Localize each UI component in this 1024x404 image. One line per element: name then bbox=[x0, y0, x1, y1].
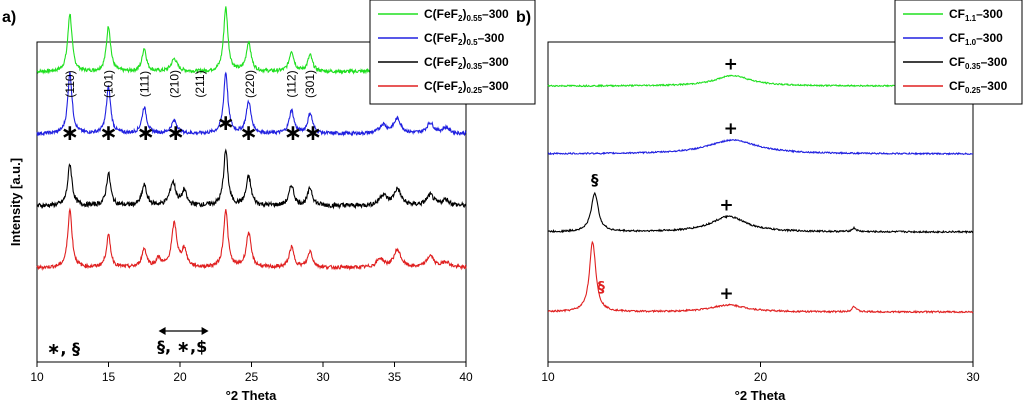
series-line-3 bbox=[36, 148, 467, 210]
panel-a: a) 10 15 20 25 30 35 40 (110) (101) (111) (210) (2… bbox=[2, 0, 536, 403]
x-tick-label: 20 bbox=[754, 370, 768, 384]
series-line-4 bbox=[36, 207, 467, 271]
panel-a-x-ticks: 10 15 20 25 30 35 40 bbox=[30, 362, 473, 384]
miller-index-label: (112) bbox=[285, 70, 299, 97]
section-marker: § bbox=[591, 171, 599, 189]
range-arrow-head-right bbox=[201, 327, 209, 335]
legend-entry: C(FeF2)0.55–300 bbox=[424, 7, 509, 23]
plus-marker: + bbox=[719, 284, 733, 304]
star-marker: ∗ bbox=[136, 121, 154, 146]
panel-b-x-axis-title: °2 Theta bbox=[735, 388, 786, 403]
star-marker: ∗ bbox=[284, 121, 302, 146]
miller-index-label: (111) bbox=[137, 71, 151, 97]
miller-index-label: (301) bbox=[303, 70, 317, 98]
star-marker: ∗ bbox=[166, 121, 184, 146]
section-marker: § bbox=[597, 278, 605, 296]
panel-a-y-axis-title: Intensity [a.u.] bbox=[8, 158, 23, 246]
star-marker: ∗ bbox=[217, 111, 235, 136]
x-tick-label: 25 bbox=[245, 370, 259, 384]
legend-entry: C(FeF2)0.35–300 bbox=[424, 55, 509, 71]
x-tick-label: 35 bbox=[388, 370, 402, 384]
series-line-2 bbox=[547, 138, 974, 156]
star-marker: ∗ bbox=[239, 121, 257, 146]
x-tick-label: 40 bbox=[459, 370, 473, 384]
plus-marker: + bbox=[719, 196, 733, 216]
panel-b-peak-markers: + + + + § § bbox=[591, 55, 738, 304]
panel-a-legend: C(FeF2)0.55–300 C(FeF2)0.5–300 C(FeF2)0.35… bbox=[369, 0, 536, 105]
panel-a-range-arrow bbox=[158, 327, 209, 335]
miller-index-label: (101) bbox=[102, 70, 116, 98]
panel-a-bottom-annotation-1: ∗, § bbox=[47, 339, 80, 358]
star-marker: ∗ bbox=[61, 121, 79, 146]
series-line-4 bbox=[547, 240, 974, 315]
series-line-3 bbox=[547, 191, 974, 235]
panel-a-bottom-annotation-2: §, ∗,$ bbox=[157, 337, 207, 356]
x-tick-label: 15 bbox=[102, 370, 116, 384]
panel-a-miller-indices: (110) (101) (111) (210) (211) (220) (112) (301) bbox=[63, 70, 317, 98]
panel-b: b) 10 20 30 + + + + § § °2 Theta CF1.1–300 CF1.0… bbox=[516, 0, 1023, 403]
legend-entry: CF0.35–300 bbox=[949, 55, 1008, 71]
x-tick-label: 10 bbox=[30, 370, 44, 384]
legend-entry: CF0.25–300 bbox=[949, 79, 1008, 95]
star-marker: ∗ bbox=[304, 121, 322, 146]
miller-index-label: (110) bbox=[63, 70, 77, 97]
x-tick-label: 20 bbox=[173, 370, 187, 384]
panel-a-label: a) bbox=[2, 9, 16, 26]
miller-index-label: (211) bbox=[193, 70, 207, 97]
range-arrow-head-left bbox=[158, 327, 166, 335]
panel-b-x-ticks: 10 20 30 bbox=[541, 362, 980, 384]
x-tick-label: 10 bbox=[541, 370, 555, 384]
legend-entry: C(FeF2)0.25–300 bbox=[424, 79, 509, 95]
legend-entry: C(FeF2)0.5–300 bbox=[424, 31, 505, 47]
x-tick-label: 30 bbox=[316, 370, 330, 384]
legend-entry: CF1.0–300 bbox=[949, 31, 1003, 47]
series-line-2 bbox=[36, 71, 467, 137]
panel-b-traces bbox=[547, 74, 974, 315]
star-marker: ∗ bbox=[99, 121, 117, 146]
plus-marker: + bbox=[724, 55, 738, 75]
panel-b-legend: CF1.1–300 CF1.0–300 CF0.35–300 CF0.25–300 bbox=[894, 0, 1023, 105]
x-tick-label: 30 bbox=[966, 370, 980, 384]
miller-index-label: (220) bbox=[243, 70, 257, 98]
plus-marker: + bbox=[724, 119, 738, 139]
panel-a-star-markers: ∗ ∗ ∗ ∗ ∗ ∗ ∗ ∗ bbox=[61, 111, 323, 146]
panel-a-x-axis-title: °2 Theta bbox=[226, 388, 277, 403]
legend-entry: CF1.1–300 bbox=[949, 7, 1003, 23]
panel-b-label: b) bbox=[516, 9, 531, 26]
miller-index-label: (210) bbox=[167, 70, 181, 98]
